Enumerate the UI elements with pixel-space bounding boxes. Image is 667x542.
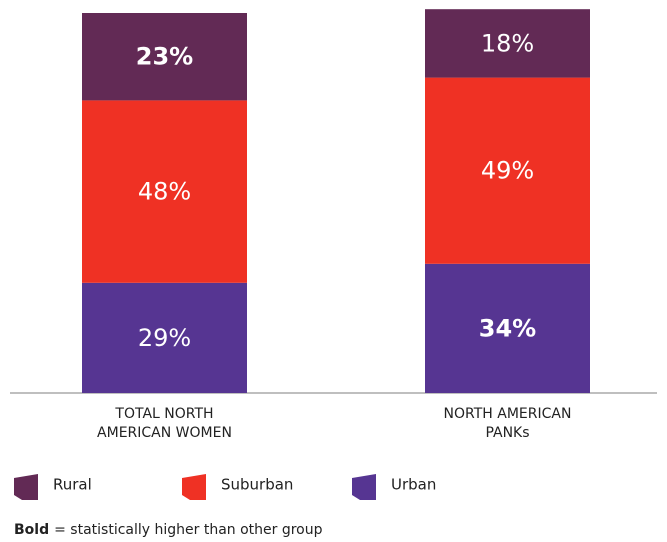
legend-label: Urban: [391, 476, 436, 494]
x-tick-label-line: AMERICAN WOMEN: [97, 425, 232, 441]
value-label: 49%: [481, 157, 534, 185]
legend-marker: [14, 474, 38, 500]
legend-marker: [352, 474, 376, 500]
footnote: Bold = statistically higher than other gr…: [14, 522, 323, 538]
x-tick-label-line: PANKs: [485, 425, 529, 441]
x-tick-label: NORTH AMERICAN PANKs: [444, 406, 572, 441]
value-label: 23%: [136, 43, 193, 71]
value-label: 18%: [481, 29, 534, 57]
bar-segment: [82, 282, 247, 393]
value-label: 34%: [479, 314, 536, 342]
bar-segment: [82, 13, 247, 101]
bar-segment: [425, 263, 590, 393]
bar-segment: [82, 100, 247, 283]
value-label: 29%: [138, 324, 191, 352]
bar-segment: [425, 9, 590, 78]
x-tick-label-line: NORTH AMERICAN: [444, 406, 572, 422]
value-label: 48%: [138, 178, 191, 206]
legend-marker: [182, 474, 206, 500]
legend-label: Suburban: [221, 476, 293, 494]
footnote-text: = statistically higher than other group: [54, 522, 323, 538]
footnote-bold: Bold: [14, 522, 49, 538]
x-tick-label: TOTAL NORTH AMERICAN WOMEN: [97, 406, 232, 441]
x-tick-label-line: TOTAL NORTH: [114, 406, 213, 422]
bar-segment: [425, 77, 590, 264]
legend-label: Rural: [53, 476, 92, 494]
